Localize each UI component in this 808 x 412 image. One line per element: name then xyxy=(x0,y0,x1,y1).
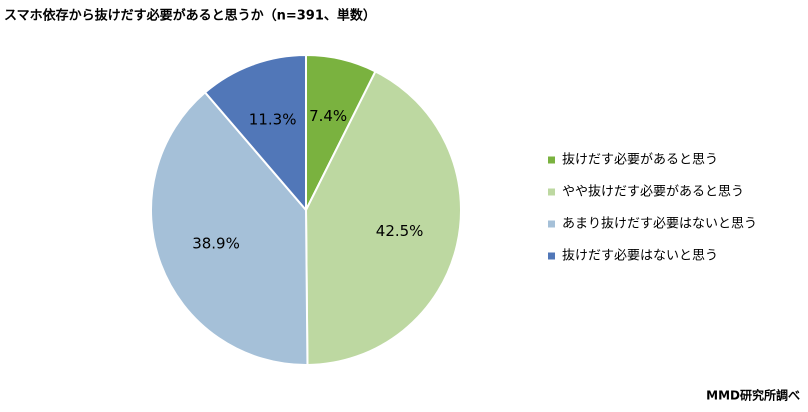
pie-slice xyxy=(203,53,307,213)
value-label: 7.4% xyxy=(309,107,347,125)
value-label: 42.5% xyxy=(376,222,424,240)
chart-title: スマホ依存から抜けだす必要があると思うか（n=391、単数） xyxy=(4,8,376,24)
source: MMD研究所調べ xyxy=(706,388,800,403)
pie-slice xyxy=(304,70,462,367)
pie-slice xyxy=(150,90,309,366)
legend-label: 抜けだす必要があると思う xyxy=(562,152,718,168)
legend-marker xyxy=(548,188,555,196)
legend-label: やや抜けだす必要があると思う xyxy=(562,184,744,200)
legend-label: 抜けだす必要はないと思う xyxy=(562,248,718,264)
value-label: 38.9% xyxy=(192,234,240,252)
legend-marker xyxy=(548,252,555,260)
legend-marker xyxy=(548,156,555,164)
legend-marker xyxy=(548,220,555,228)
value-label: 11.3% xyxy=(249,110,297,128)
legend-label: あまり抜けだす必要はないと思う xyxy=(562,216,757,232)
